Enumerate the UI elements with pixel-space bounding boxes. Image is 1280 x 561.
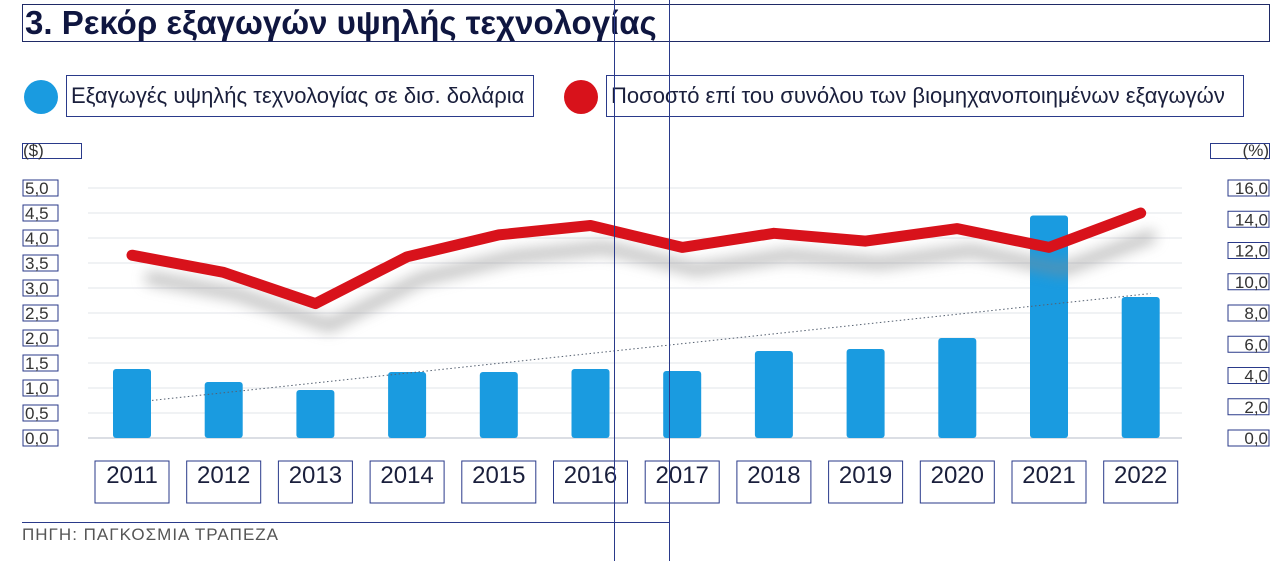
x-tick-label: 2011 — [106, 462, 158, 489]
right-tick-box — [1227, 273, 1270, 291]
left-tick-box — [22, 404, 59, 422]
right-tick-box — [1227, 304, 1270, 322]
left-tick-box — [22, 304, 59, 322]
right-axis-unit: (%) — [1210, 142, 1270, 159]
left-tick-box — [22, 254, 59, 272]
x-tick-box — [828, 460, 904, 504]
x-tick-label: 2012 — [197, 462, 250, 489]
bar — [113, 369, 151, 438]
right-tick-box — [1227, 335, 1270, 353]
line-shadow — [144, 229, 1157, 332]
x-tick-label: 2016 — [564, 462, 617, 489]
x-tick-label: 2014 — [380, 462, 433, 489]
left-tick-label: 1,0 — [25, 379, 49, 398]
right-tick-label: 4,0 — [1244, 367, 1268, 386]
left-tick-label: 4,5 — [25, 204, 49, 223]
right-tick-label: 16,0 — [1235, 179, 1268, 198]
bar — [296, 390, 335, 438]
left-tick-label: 2,5 — [25, 304, 49, 323]
x-tick-box — [1011, 460, 1087, 504]
x-tick-box — [736, 460, 812, 504]
right-tick-box — [1227, 398, 1270, 416]
left-tick-label: 3,5 — [25, 254, 49, 273]
bar — [938, 338, 977, 438]
right-tick-label: 12,0 — [1235, 242, 1268, 261]
x-tick-label: 2013 — [289, 462, 342, 489]
x-tick-label: 2020 — [931, 462, 984, 489]
left-tick-label: 4,0 — [25, 229, 49, 248]
x-tick-label: 2022 — [1114, 462, 1167, 489]
bars-legend-marker — [24, 80, 58, 114]
guide-line — [669, 0, 670, 561]
x-tick-box — [1103, 460, 1179, 504]
x-tick-label: 2017 — [656, 462, 709, 489]
x-tick-box — [553, 460, 628, 504]
left-tick-box — [22, 279, 59, 297]
x-tick-label: 2018 — [747, 462, 800, 489]
page-title: 3. Ρεκόρ εξαγωγών υψηλής τεχνολογίας — [22, 4, 1270, 42]
bar — [663, 371, 702, 438]
x-tick-box — [186, 460, 262, 504]
x-tick-box — [369, 460, 445, 504]
x-tick-box — [277, 460, 353, 504]
left-tick-box — [22, 429, 59, 447]
right-tick-box — [1227, 367, 1270, 384]
guide-line — [614, 0, 615, 561]
bar — [388, 372, 427, 438]
x-tick-label: 2015 — [472, 462, 525, 489]
left-tick-box — [22, 204, 59, 222]
bar — [204, 382, 243, 438]
left-tick-box — [22, 354, 59, 372]
right-tick-box — [1227, 242, 1270, 259]
right-tick-box — [1227, 179, 1270, 197]
right-tick-label: 10,0 — [1235, 273, 1268, 292]
x-tick-label: 2019 — [839, 462, 892, 489]
line-legend-label: Ποσοστό επί του συνόλου των βιομηχανοποι… — [606, 75, 1244, 117]
left-axis-unit: ($) — [22, 142, 82, 159]
left-tick-box — [22, 179, 59, 197]
left-tick-label: 1,5 — [25, 354, 49, 373]
left-tick-box — [22, 229, 59, 247]
right-tick-label: 2,0 — [1244, 398, 1268, 417]
left-tick-label: 0,5 — [25, 404, 49, 423]
trendline — [151, 293, 1151, 401]
right-tick-label: 8,0 — [1244, 304, 1268, 323]
x-tick-box — [644, 460, 720, 504]
right-tick-label: 0,0 — [1244, 429, 1268, 448]
source-note: ΠΗΓΗ: ΠΑΓΚΟΣΜΙΑ ΤΡΑΠΕΖΑ — [22, 522, 670, 549]
bar — [754, 351, 793, 438]
left-tick-box — [22, 379, 59, 397]
bar — [846, 349, 885, 438]
right-tick-box — [1227, 210, 1270, 228]
left-tick-label: 3,0 — [25, 279, 49, 298]
x-tick-box — [461, 460, 537, 504]
right-tick-label: 14,0 — [1235, 210, 1268, 229]
bar — [571, 369, 610, 438]
x-tick-label: 2021 — [1022, 462, 1075, 489]
right-tick-box — [1227, 429, 1270, 447]
line-legend-marker — [564, 80, 598, 114]
bar — [1121, 297, 1160, 438]
bars-legend-label: Εξαγωγές υψηλής τεχνολογίας σε δισ. δολά… — [66, 75, 534, 117]
left-tick-label: 2,0 — [25, 329, 49, 348]
x-tick-box — [94, 460, 170, 504]
left-tick-label: 0,0 — [25, 429, 49, 448]
line-series — [126, 207, 1147, 310]
x-tick-box — [919, 460, 995, 504]
left-tick-label: 5,0 — [25, 179, 49, 198]
right-tick-label: 6,0 — [1244, 335, 1268, 354]
left-tick-box — [22, 329, 59, 347]
bar — [479, 372, 518, 438]
